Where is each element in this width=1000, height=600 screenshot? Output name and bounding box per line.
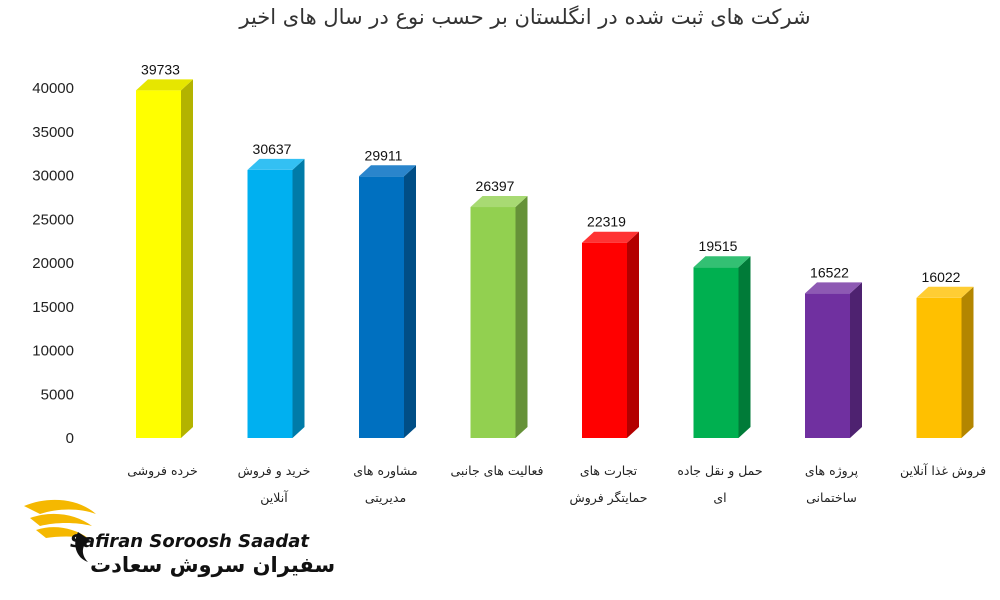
data-label: 39733 [141, 61, 180, 77]
bar-front [470, 207, 516, 438]
category-label: مدیریتی [365, 490, 406, 506]
bar-top [359, 165, 416, 177]
bar [693, 256, 751, 438]
bar-side [292, 158, 305, 438]
bar [582, 231, 639, 438]
bar-top [805, 282, 862, 294]
data-labels: 39733 30637 29911 26397 22319 19515 16522 16022 [141, 61, 961, 284]
data-label: 16522 [810, 264, 849, 280]
category-label: فعالیت های جانبی [450, 463, 543, 478]
bar-top [247, 158, 305, 170]
bar-front [136, 90, 181, 439]
category-label: مشاوره های [353, 463, 417, 479]
y-tick-label: 15000 [32, 299, 74, 316]
bar-side [850, 282, 862, 438]
y-tick-label: 40000 [32, 80, 74, 97]
logo-text-fa: سفیران سروش سعادت [90, 553, 336, 577]
bar-side [961, 286, 974, 438]
category-labels: خرده فروشی خرید و فروش آنلاین مشاوره های مدی… [127, 463, 986, 506]
y-tick-label: 0 [66, 430, 74, 447]
category-label: خرده فروشی [127, 463, 198, 479]
y-tick-label: 20000 [32, 255, 74, 272]
bar [359, 165, 416, 438]
category-label: حمل و نقل جاده [677, 463, 762, 479]
bar [470, 196, 528, 438]
bar-top [582, 231, 639, 243]
y-tick-label: 30000 [32, 168, 74, 185]
category-label: ای [713, 490, 726, 505]
data-label: 22319 [587, 214, 626, 230]
y-tick-label: 25000 [32, 211, 74, 228]
bar-front [359, 176, 404, 438]
bar-top [693, 256, 751, 268]
bar-front [247, 169, 293, 438]
bar [247, 158, 305, 438]
y-axis: 0 5000 10000 15000 20000 25000 30000 35000 40000 [32, 80, 74, 447]
y-tick-label: 35000 [32, 124, 74, 141]
bar-front [582, 242, 627, 438]
data-label: 19515 [699, 238, 738, 254]
category-label: حمایتگر فروش [570, 490, 648, 506]
category-label: تجارت های [580, 463, 638, 479]
y-tick-label: 10000 [32, 343, 74, 360]
bar-front [693, 267, 739, 438]
category-label: پروژه های [805, 463, 859, 479]
bar-top [916, 286, 974, 298]
category-label: ساختمانی [806, 490, 857, 505]
bar-side [627, 231, 639, 438]
category-label: آنلاین [260, 490, 288, 506]
data-label: 16022 [922, 269, 961, 285]
bar-front [916, 297, 962, 438]
bar-top [470, 196, 528, 208]
category-label: فروش غذا آنلاین [900, 463, 986, 479]
bars [136, 79, 974, 439]
bar-side [181, 79, 193, 439]
data-label: 30637 [253, 141, 292, 157]
bar-side [404, 165, 416, 438]
bar-side [738, 256, 751, 438]
bar [136, 79, 193, 439]
bar [805, 282, 862, 438]
data-label: 29911 [365, 147, 403, 163]
bar-top [136, 79, 193, 91]
chart-title: شرکت های ثبت شده در انگلستان بر حسب نوع … [238, 5, 810, 29]
logo-wing-icon [24, 499, 96, 562]
bar-front [805, 293, 850, 438]
bar [916, 286, 974, 438]
data-label: 26397 [476, 178, 515, 194]
y-tick-label: 5000 [41, 386, 74, 403]
bar-side [515, 196, 528, 438]
category-label: خرید و فروش [238, 463, 311, 479]
logo-text-en: Safiran Soroosh Saadat [70, 531, 310, 552]
